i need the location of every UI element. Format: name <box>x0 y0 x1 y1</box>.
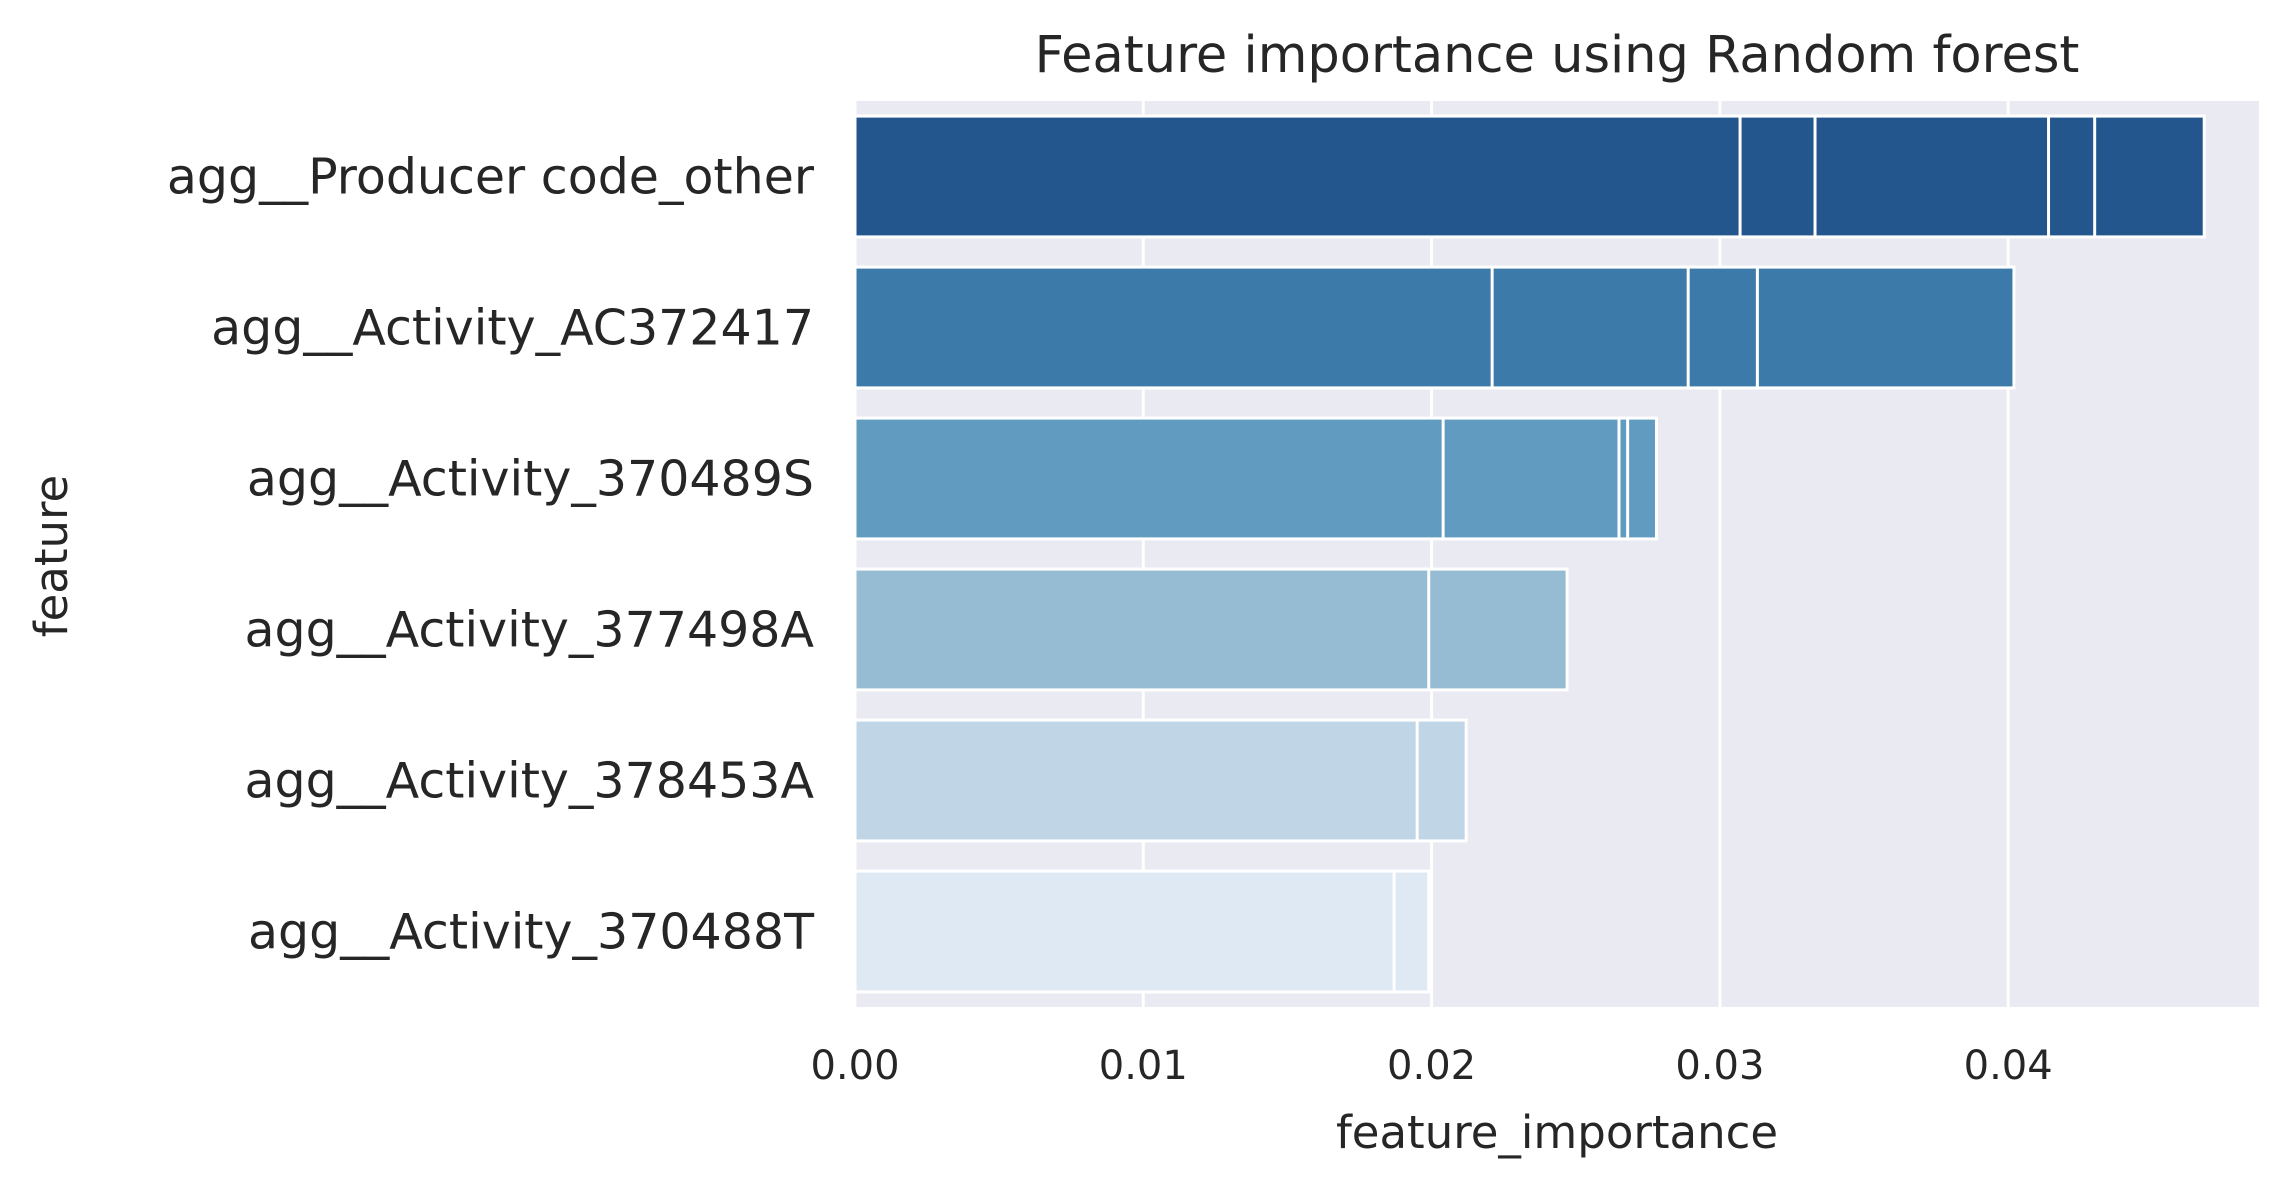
x-tick-label: 0.04 <box>1964 1043 2053 1089</box>
plot-background <box>855 101 2259 1007</box>
y-tick-label: agg__Activity_AC372417 <box>211 300 814 357</box>
y-tick-label: agg__Activity_370488T <box>248 904 815 961</box>
chart-title: Feature importance using Random forest <box>1035 26 2080 85</box>
y-axis-label: feature <box>25 475 78 637</box>
x-tick-label: 0.02 <box>1387 1043 1476 1089</box>
bar-segment <box>853 869 1396 994</box>
x-axis-label: feature_importance <box>1336 1106 1778 1159</box>
y-tick-labels: agg__Producer code_other agg__Activity_AC… <box>167 149 815 961</box>
bar-segment <box>853 567 1431 692</box>
x-tick-label: 0.03 <box>1675 1043 1764 1089</box>
x-tick-label: 0.00 <box>810 1043 899 1089</box>
bar-segment <box>853 416 1445 541</box>
bar-segment <box>853 114 1742 239</box>
x-tick-labels: 0.00 0.01 0.02 0.03 0.04 <box>810 1043 2052 1089</box>
x-gridlines <box>853 101 2010 1007</box>
y-tick-label: agg__Activity_370489S <box>247 451 814 508</box>
bars <box>853 114 2206 994</box>
bar-segment <box>853 718 1419 843</box>
y-tick-label: agg__Producer code_other <box>167 149 815 206</box>
y-tick-label: agg__Activity_378453A <box>244 753 814 810</box>
x-tick-label: 0.01 <box>1099 1043 1188 1089</box>
y-tick-label: agg__Activity_377498A <box>244 602 814 659</box>
bar-segment <box>853 265 1494 390</box>
